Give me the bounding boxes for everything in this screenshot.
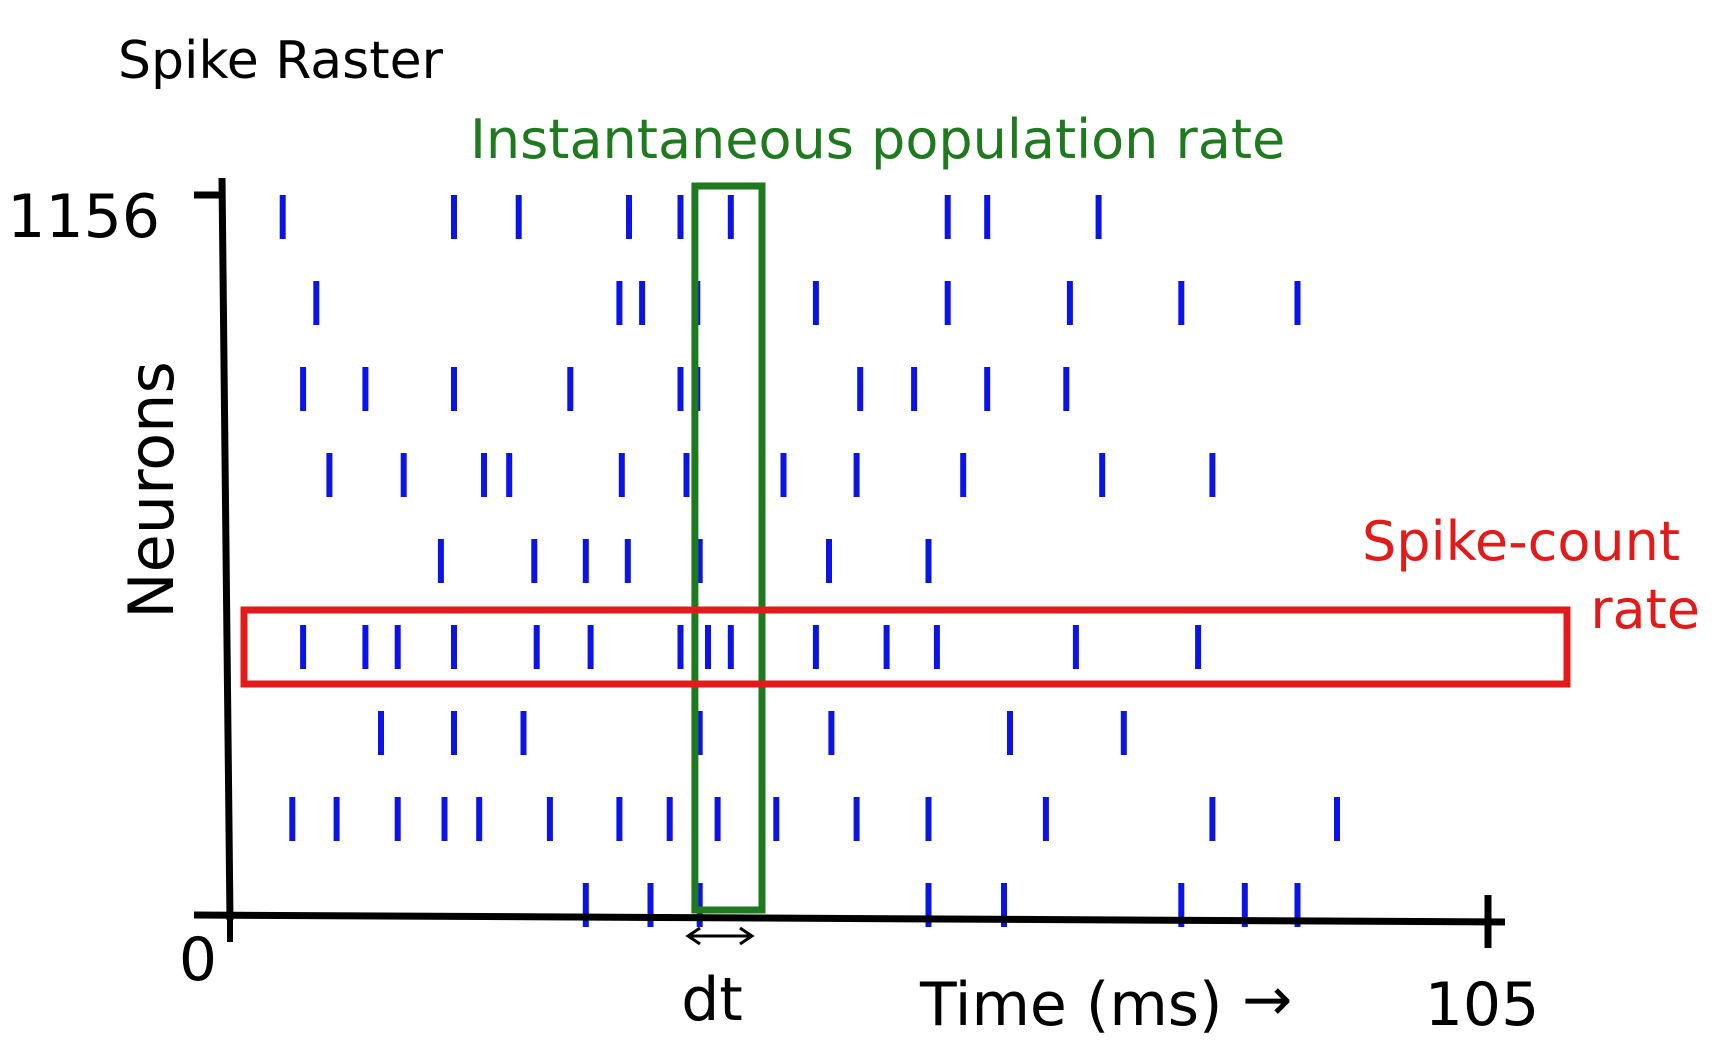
chart-title: Spike Raster [118, 31, 444, 91]
x-axis-max-label: 105 [1425, 970, 1540, 1040]
spike-count-label-line1: Spike-count [1362, 510, 1680, 573]
x-axis-min-label: 0 [179, 925, 217, 995]
spike-layer [279, 195, 1340, 927]
dt-label: dt [681, 965, 743, 1035]
x-axis-arrow-icon: → [1242, 965, 1292, 1035]
spike-count-row-box [240, 606, 1571, 688]
dt-arrow-right-head [739, 926, 755, 946]
spike-count-label-line2: rate [1590, 578, 1700, 641]
y-axis-max-label: 1156 [7, 182, 160, 252]
population-window-box [691, 182, 766, 914]
dt-arrow-left-head [685, 926, 701, 946]
population-rate-label: Instantaneous population rate [470, 108, 1285, 171]
y-axis-label: Neurons [115, 361, 188, 618]
x-axis-label: Time (ms) [919, 970, 1222, 1040]
x-axis-line [193, 911, 1506, 926]
y-axis-line [218, 177, 234, 921]
